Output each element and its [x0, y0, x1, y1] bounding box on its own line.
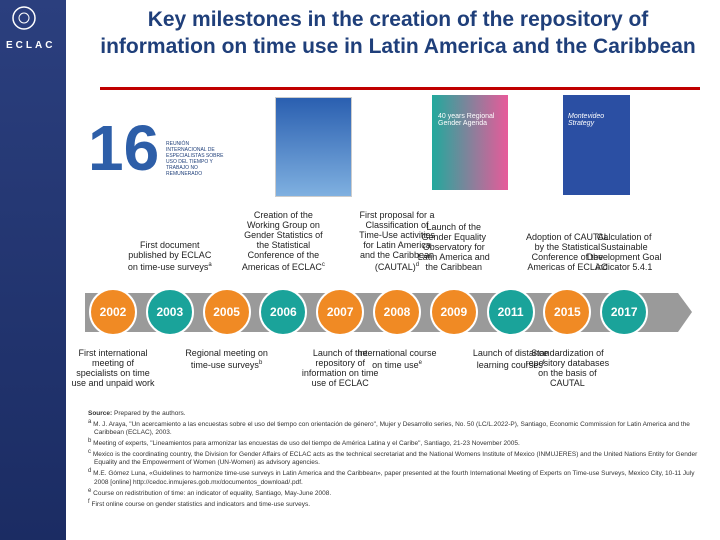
year-circle: 2007	[316, 288, 365, 336]
milestone-label: First proposal for a Classification of T…	[355, 210, 439, 272]
note-marker: c	[88, 449, 91, 456]
year-circle: 2009	[429, 288, 478, 336]
source-text: Prepared by the authors.	[114, 410, 186, 417]
milestone-label: Adoption of CAUTAL by the Statistical Co…	[525, 232, 609, 272]
note-marker: a	[208, 262, 212, 268]
cover-logo: 16 Reunión internacional de especialista…	[88, 103, 228, 191]
cover-image: 40 years Regional Gender Agenda	[432, 95, 508, 190]
title: Key milestones in the creation of the re…	[100, 8, 696, 58]
note-text: M. J. Araya, "Un acercamiento a las encu…	[93, 421, 690, 437]
source-label: Source:	[88, 410, 113, 417]
note: c Mexico is the coordinating country, th…	[88, 448, 698, 467]
note-marker: f	[542, 360, 545, 366]
year-circle: 2002	[89, 288, 137, 336]
note-text: Mexico is the coordinating country, the …	[92, 451, 698, 467]
milestone-text: Standardization of repository databases …	[525, 348, 610, 388]
milestone-text: Creation of the Working Group on Gender …	[241, 210, 323, 272]
note-marker: e	[88, 487, 92, 494]
milestone-text: Launch of distance learning courses	[472, 348, 549, 370]
logo-text: ECLAC	[6, 40, 56, 51]
note-marker: d	[88, 468, 92, 475]
milestone-label: Creation of the Working Group on Gender …	[241, 210, 325, 272]
note-marker: b	[88, 438, 92, 445]
milestone-text: Launch of the repository of information …	[301, 348, 379, 388]
note-text: Course on redistribution of time: an ind…	[93, 489, 332, 497]
milestone-text: Regional meeting on time-use surveys	[185, 348, 268, 370]
cover-text: 40 years Regional Gender Agenda	[438, 113, 495, 127]
milestone-text: International course on time use	[357, 348, 437, 370]
milestone-text: First document published by ECLAC on tim…	[127, 240, 212, 272]
note-text: First online course on gender statistics…	[91, 500, 311, 508]
note-text: M.E. Gómez Luna, «Guidelines to harmoniz…	[93, 470, 695, 486]
year-circle: 2003	[145, 288, 194, 336]
milestone-label: Launch of distance learning coursesf	[469, 348, 553, 370]
cover-image	[275, 97, 352, 197]
cover-image: Montevideo Strategy	[563, 95, 630, 195]
cover-text: Reunión internacional de especialistas s…	[166, 141, 224, 177]
note: f First online course on gender statisti…	[88, 498, 698, 509]
note-marker: f	[88, 498, 90, 505]
note: b Meeting of experts, "Lineamientos para…	[88, 437, 698, 448]
milestone-label: International course on time usee	[355, 348, 439, 370]
milestone-text: First international meeting of specialis…	[71, 348, 155, 388]
year-circle: 2017	[600, 288, 649, 336]
notes: a M. J. Araya, "Un acercamiento a las en…	[88, 418, 698, 509]
milestone-text: First proposal for a Classification of T…	[359, 210, 435, 272]
note: a M. J. Araya, "Un acercamiento a las en…	[88, 418, 698, 437]
milestone-text: Calculation of Sustainable Development G…	[586, 232, 662, 272]
note-marker: b	[258, 360, 263, 366]
year-circle: 2011	[486, 288, 535, 336]
year-circle: 2005	[202, 288, 251, 336]
milestone-label: Launch of the Gender Equality Observator…	[412, 222, 496, 272]
note-marker: e	[418, 360, 422, 366]
note: d M.E. Gómez Luna, «Guidelines to harmon…	[88, 467, 698, 486]
cover-text: Montevideo Strategy	[568, 113, 605, 127]
title-rule	[100, 87, 700, 90]
note-marker: d	[415, 262, 420, 268]
milestone-label: First international meeting of specialis…	[71, 348, 155, 388]
milestone-label: First document published by ECLAC on tim…	[128, 240, 212, 272]
milestone-label: Regional meeting on time-use surveysb	[185, 348, 269, 370]
note-text: Meeting of experts, "Lineamientos para a…	[93, 440, 520, 448]
milestone-text: Launch of the Gender Equality Observator…	[417, 222, 490, 272]
un-logo	[12, 6, 36, 30]
cover-number: 16	[88, 112, 160, 184]
sidebar: ECLAC	[0, 0, 66, 540]
note-marker: a	[88, 419, 92, 425]
note-marker: c	[321, 262, 325, 268]
milestone-label: Calculation of Sustainable Development G…	[582, 232, 666, 272]
year-circle: 2008	[373, 288, 421, 336]
year-circle: 2006	[259, 288, 308, 336]
milestone-text: Adoption of CAUTAL by the Statistical Co…	[525, 232, 609, 272]
source: Source: Prepared by the authors. a M. J.…	[88, 410, 698, 509]
milestone-label: Launch of the repository of information …	[298, 348, 382, 388]
year-circle: 2015	[543, 288, 592, 336]
milestone-label: Standardization of repository databases …	[525, 348, 610, 388]
note: e Course on redistribution of time: an i…	[88, 487, 698, 498]
